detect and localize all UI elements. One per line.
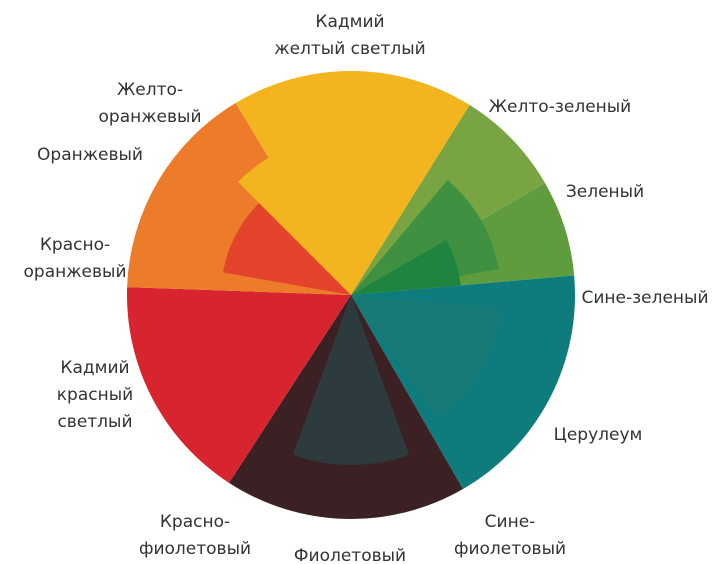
color-label: Зеленый [566,182,644,202]
color-label: Сине-зеленый [581,288,708,308]
color-label: красный [57,385,133,405]
color-label: желтый светлый [274,39,425,59]
wheel [127,71,575,519]
color-label: фиолетовый [454,539,566,559]
color-label: Фиолетовый [294,546,406,564]
color-label: Церулеум [554,425,643,445]
color-wheel-diagram: Кадмий желтый светлый Желто-оранжевый Оранж… [0,0,714,564]
color-label: светлый [57,412,132,432]
color-label: оранжевый [99,107,202,127]
color-label: Оранжевый [37,145,143,165]
color-label: Желто-зеленый [489,97,631,117]
color-label: Кадмий [315,12,384,32]
color-label: Желто- [117,80,183,100]
color-label: фиолетовый [139,539,251,559]
color-label: Кадмий [60,358,129,378]
color-label: Красно- [160,512,230,532]
color-label: Красно- [40,235,110,255]
color-label: Сине- [485,512,536,532]
color-label: оранжевый [24,262,127,282]
